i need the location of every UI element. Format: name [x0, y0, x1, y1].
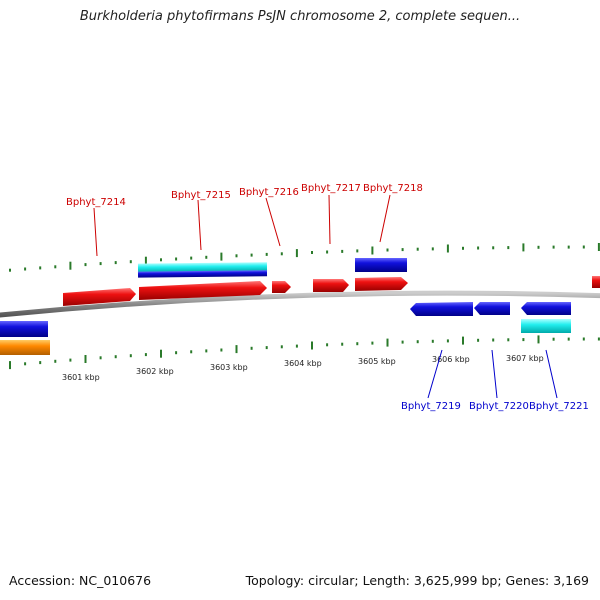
gene-feature-blue-top[interactable]	[137, 270, 268, 278]
outer-tick-ring	[9, 243, 600, 272]
accession-text: Accession: NC_010676	[9, 573, 152, 588]
gene-bphyt-7215-arrow[interactable]	[139, 281, 267, 300]
scale-label: 3606 kbp	[432, 355, 470, 364]
map-title: Burkholderia phytofirmans PsJN chromosom…	[79, 9, 521, 24]
gene-label-bphyt-7214[interactable]: Bphyt_7214	[66, 197, 126, 208]
leader-line	[328, 194, 331, 245]
inner-tick-ring	[9, 335, 600, 370]
leader-line	[93, 207, 98, 257]
reverse-gene-labels: Bphyt_7219 Bphyt_7220 Bphyt_7221	[401, 349, 589, 412]
gene-left-orange[interactable]	[0, 340, 50, 355]
gene-label-bphyt-7219[interactable]: Bphyt_7219	[401, 401, 461, 412]
gene-label-bphyt-7221[interactable]: Bphyt_7221	[529, 401, 589, 412]
gene-bphyt-7218-arrow[interactable]	[355, 277, 408, 291]
scale-label: 3603 kbp	[210, 363, 248, 372]
leader-line	[427, 349, 443, 399]
gene-feature-cyan-top[interactable]	[137, 262, 268, 273]
leader-line	[265, 197, 281, 247]
gene-bphyt-7219-arrow[interactable]	[410, 302, 473, 316]
scale-label: 3601 kbp	[62, 373, 100, 382]
scale-label: 3607 kbp	[506, 354, 544, 363]
scale-label: 3605 kbp	[358, 357, 396, 366]
forward-gene-labels: Bphyt_7214 Bphyt_7215 Bphyt_7216 Bphyt_7…	[66, 183, 423, 257]
gene-left-blue[interactable]	[0, 321, 48, 337]
gene-bphyt-7214-arrow[interactable]	[63, 288, 136, 306]
scale-label: 3604 kbp	[284, 359, 322, 368]
gene-bphyt-7216-arrow[interactable]	[272, 281, 291, 293]
gene-bphyt-7221-cyan[interactable]	[521, 319, 571, 333]
gene-label-bphyt-7218[interactable]: Bphyt_7218	[363, 183, 423, 194]
leader-line	[379, 194, 391, 243]
leader-line	[197, 199, 202, 251]
chromosome-backbone	[0, 290, 600, 318]
gene-edge-red[interactable]	[592, 276, 600, 288]
gene-label-bphyt-7220[interactable]: Bphyt_7220	[469, 401, 529, 412]
gene-bphyt-7220-arrow[interactable]	[474, 302, 510, 315]
gene-bphyt-7221-arrow[interactable]	[521, 302, 571, 315]
leader-line	[491, 349, 498, 399]
gene-label-bphyt-7215[interactable]: Bphyt_7215	[171, 190, 231, 201]
scale-labels: 3601 kbp 3602 kbp 3603 kbp 3604 kbp 3605…	[62, 354, 544, 382]
reverse-genes	[0, 302, 571, 355]
gene-bphyt-7218-blue[interactable]	[355, 258, 407, 272]
scale-label: 3602 kbp	[136, 367, 174, 376]
leader-line	[545, 349, 558, 399]
gene-bphyt-7217-arrow[interactable]	[313, 279, 349, 292]
sequence-summary: Topology: circular; Length: 3,625,999 bp…	[245, 573, 589, 588]
gene-label-bphyt-7217[interactable]: Bphyt_7217	[301, 183, 361, 194]
forward-genes	[63, 258, 600, 306]
gene-label-bphyt-7216[interactable]: Bphyt_7216	[239, 187, 299, 198]
